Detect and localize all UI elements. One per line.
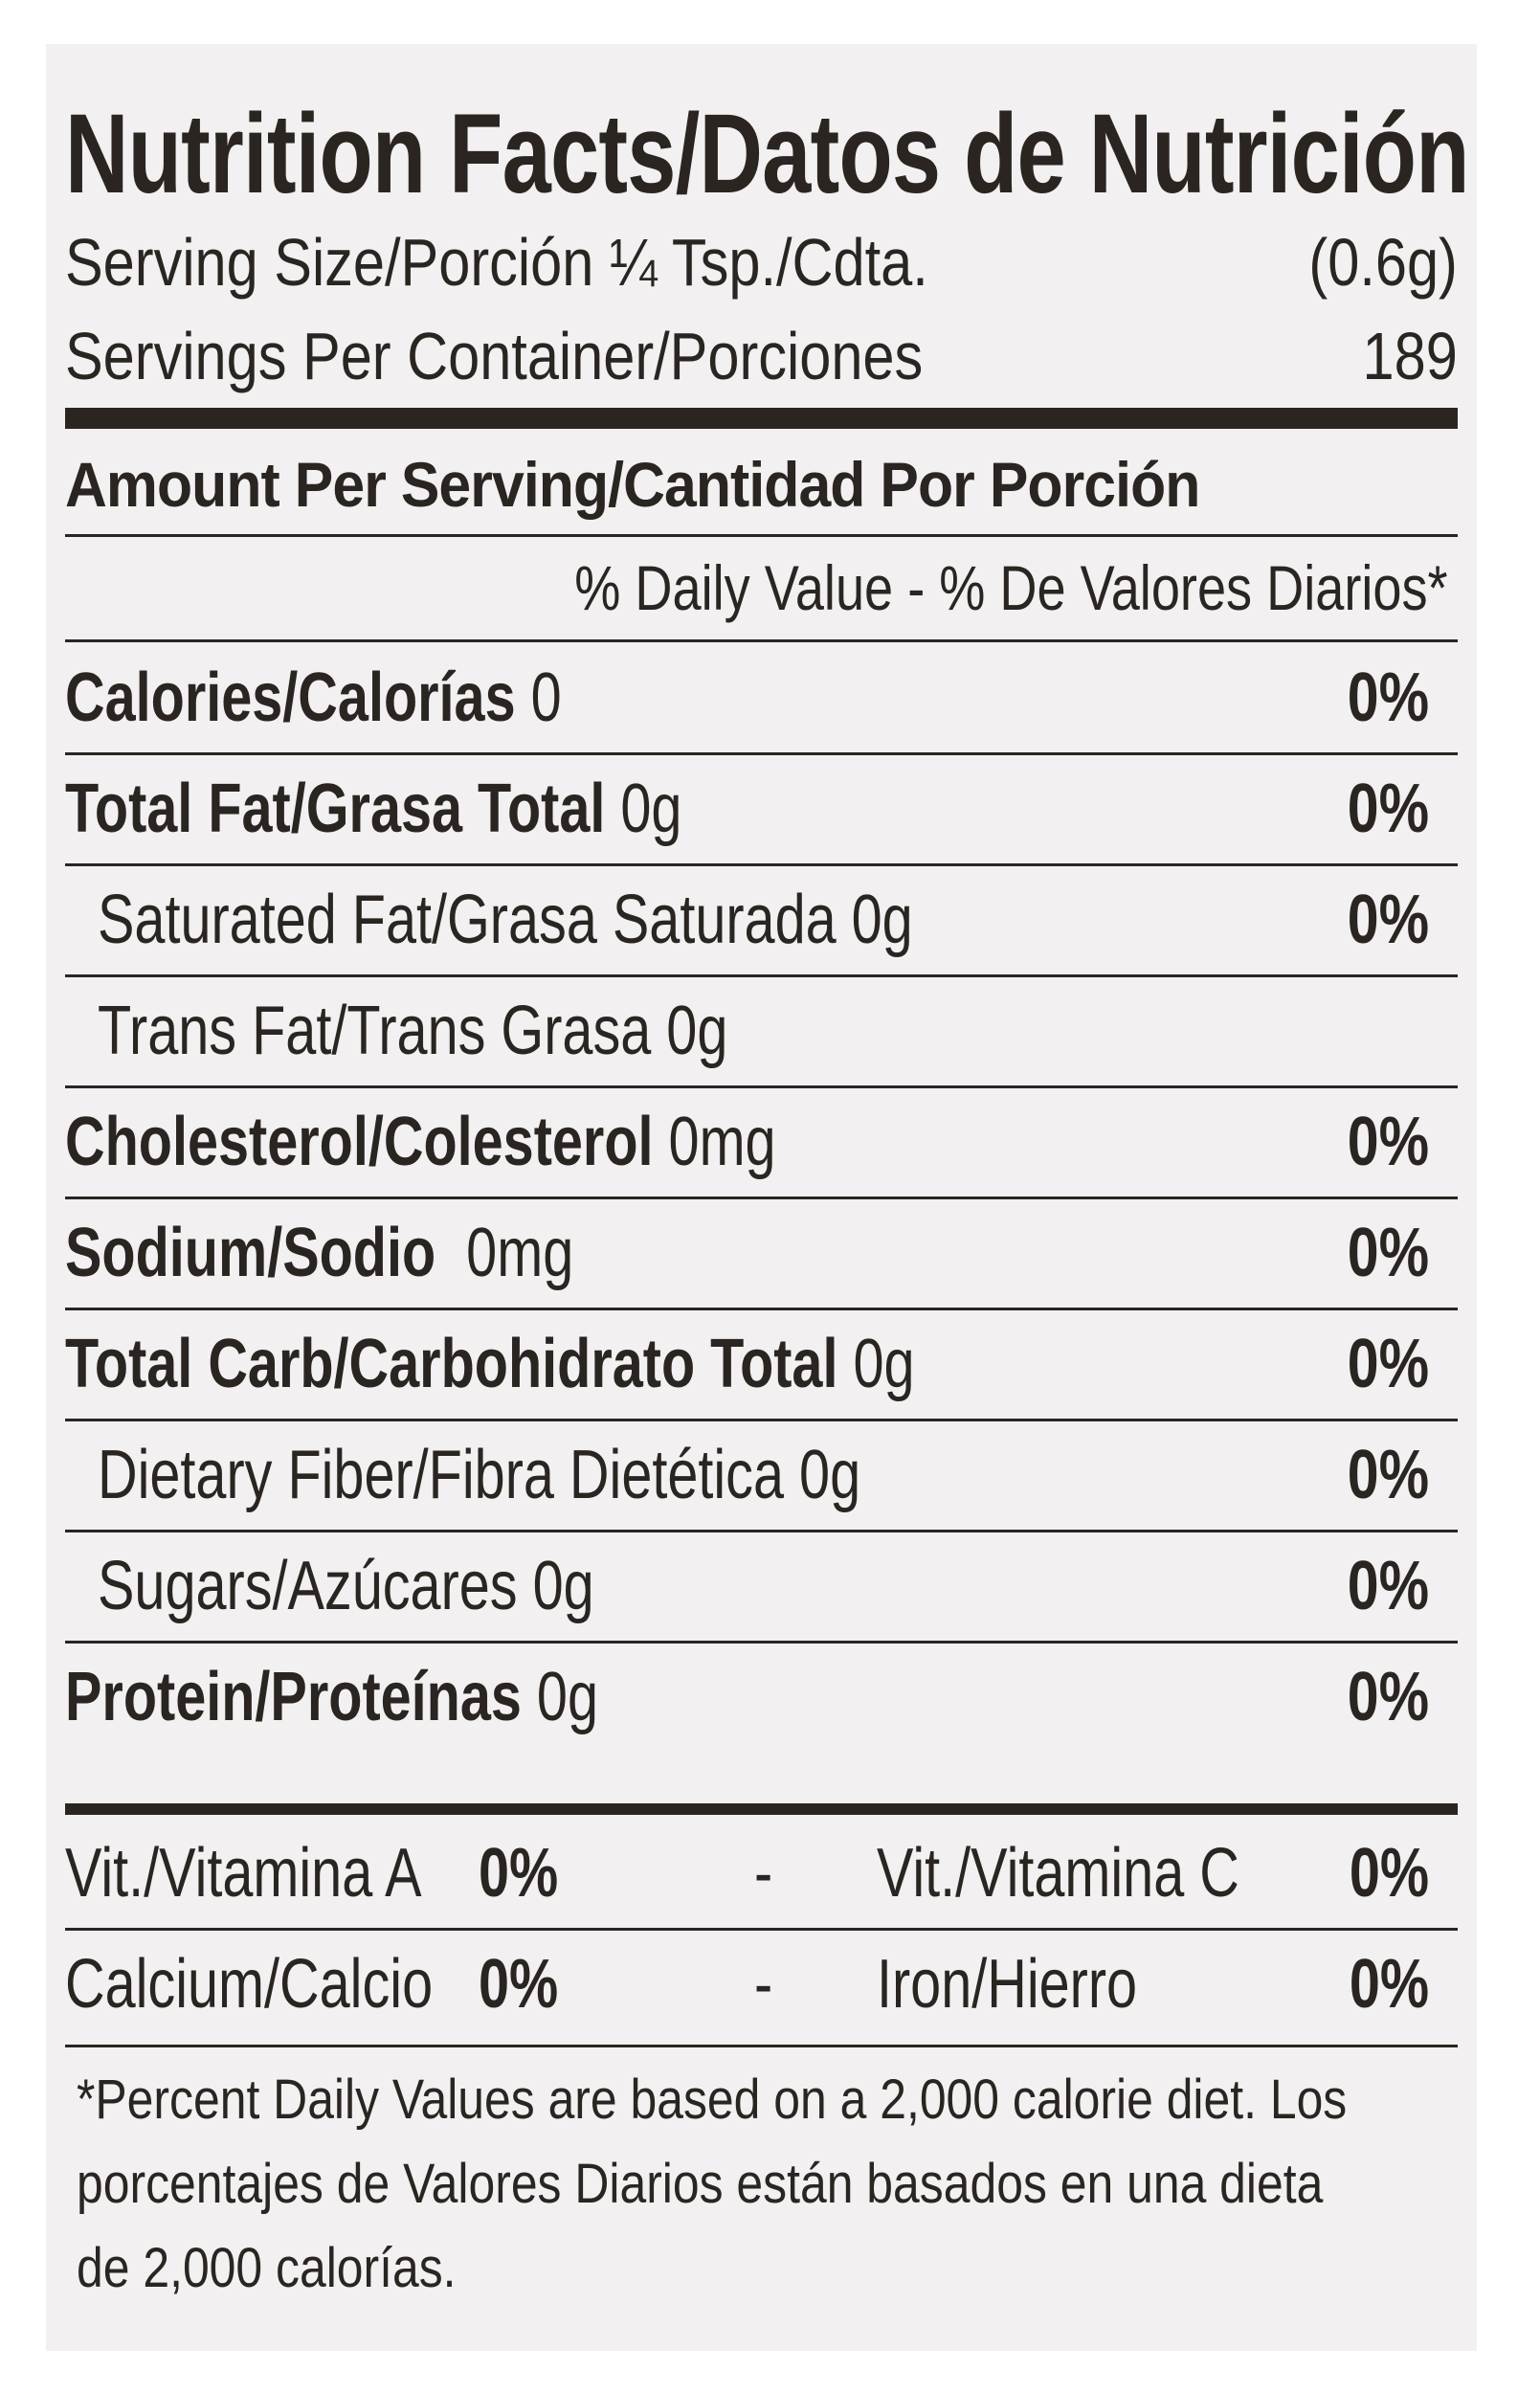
nutrient-amount: 0g xyxy=(784,1437,861,1513)
nutrient-label: Cholesterol/Colesterol 0mg xyxy=(65,1103,776,1181)
nutrient-row: Sodium/Sodio 0mg 0% xyxy=(65,1200,1458,1306)
divider xyxy=(65,1196,1458,1199)
vitamin-separator: - xyxy=(754,1835,773,1912)
vitamin-left-label: Vit./Vitamina A xyxy=(65,1835,422,1912)
nutrient-daily-value: 0% xyxy=(1347,1215,1429,1291)
nutrient-label: Protein/Proteínas 0g xyxy=(65,1658,598,1736)
footnote-line-2: porcentajes de Valores Diarios están bas… xyxy=(77,2153,1324,2215)
divider xyxy=(65,974,1458,977)
divider xyxy=(65,2045,1458,2047)
nutrition-label: Nutrition Facts/Datos de Nutrición Servi… xyxy=(46,44,1477,2351)
nutrient-amount: 0g xyxy=(517,1548,594,1624)
vitamin-right-value: 0% xyxy=(1349,1835,1429,1912)
nutrient-row: Total Carb/Carbohidrato Total 0g 0% xyxy=(65,1311,1458,1417)
divider xyxy=(65,639,1458,642)
nutrient-amount: 0mg xyxy=(653,1104,776,1180)
servings-per-container-row: Servings Per Container/Porciones 189 xyxy=(65,314,1458,398)
amount-per-serving-row: Amount Per Serving/Cantidad Por Porción xyxy=(65,436,1458,532)
vitamin-right-label: Vit./Vitamina C xyxy=(877,1835,1239,1912)
nutrient-daily-value: 0% xyxy=(1347,1659,1429,1735)
nutrient-daily-value: 0% xyxy=(1347,1548,1429,1624)
nutrient-daily-value: 0% xyxy=(1347,1326,1429,1402)
daily-value-heading-row: % Daily Value - % De Valores Diarios* xyxy=(65,540,1458,636)
label-title: Nutrition Facts/Datos de Nutrición xyxy=(65,91,1469,217)
medium-divider xyxy=(65,1803,1458,1815)
vitamin-left-label: Calcium/Calcio xyxy=(65,1946,434,2023)
nutrient-amount: 0g xyxy=(521,1659,598,1735)
thick-divider xyxy=(65,408,1458,429)
vitamin-right-value: 0% xyxy=(1349,1946,1429,2023)
nutrient-name: Total Carb/Carbohidrato Total xyxy=(65,1326,838,1402)
nutrient-row: Total Fat/Grasa Total 0g 0% xyxy=(65,756,1458,861)
serving-size-value: (0.6g) xyxy=(1308,225,1458,300)
nutrient-name: Sodium/Sodio xyxy=(65,1215,436,1291)
nutrient-name: Protein/Proteínas xyxy=(65,1659,522,1735)
divider xyxy=(65,1308,1458,1310)
nutrient-daily-value: 0% xyxy=(1347,660,1429,736)
vitamin-left-value: 0% xyxy=(479,1946,559,2023)
vitamin-left-value: 0% xyxy=(479,1835,559,1912)
nutrient-name: Trans Fat/Trans Grasa xyxy=(98,993,652,1069)
nutrient-row: Trans Fat/Trans Grasa 0g xyxy=(65,978,1458,1084)
label-title-row: Nutrition Facts/Datos de Nutrición xyxy=(65,91,1469,217)
nutrient-name: Cholesterol/Colesterol xyxy=(65,1104,654,1180)
nutrient-row: Calories/Calorías 0 0% xyxy=(65,645,1458,750)
nutrient-label: Total Carb/Carbohidrato Total 0g xyxy=(65,1325,915,1403)
nutrient-name: Total Fat/Grasa Total xyxy=(65,771,606,847)
serving-size-label: Serving Size/Porción ¼ Tsp./Cdta. xyxy=(65,225,928,300)
divider xyxy=(65,1085,1458,1088)
nutrient-amount: 0g xyxy=(837,1326,915,1402)
divider xyxy=(65,1641,1458,1644)
vitamin-right-label: Iron/Hierro xyxy=(877,1946,1138,2023)
nutrient-row: Protein/Proteínas 0g 0% xyxy=(65,1644,1458,1750)
nutrient-amount: 0g xyxy=(605,771,682,847)
nutrient-amount: 0g xyxy=(836,882,913,958)
nutrient-row: Saturated Fat/Grasa Saturada 0g 0% xyxy=(65,867,1458,973)
footnote: *Percent Daily Values are based on a 2,0… xyxy=(77,2058,1540,2311)
divider xyxy=(65,863,1458,866)
servings-per-container-label: Servings Per Container/Porciones xyxy=(65,319,924,393)
nutrient-label: Total Fat/Grasa Total 0g xyxy=(65,770,681,848)
nutrient-name: Sugars/Azúcares xyxy=(98,1548,518,1624)
divider xyxy=(65,1419,1458,1421)
footnote-line-1: *Percent Daily Values are based on a 2,0… xyxy=(77,2069,1348,2131)
nutrient-row: Cholesterol/Colesterol 0mg 0% xyxy=(65,1089,1458,1195)
nutrient-row: Dietary Fiber/Fibra Dietética 0g 0% xyxy=(65,1422,1458,1528)
divider xyxy=(65,1530,1458,1532)
servings-per-container-value: 189 xyxy=(1362,319,1458,393)
nutrient-daily-value: 0% xyxy=(1347,882,1429,958)
footnote-line-3: de 2,000 calorías. xyxy=(77,2237,457,2299)
nutrient-name: Dietary Fiber/Fibra Dietética xyxy=(98,1437,785,1513)
serving-size-row: Serving Size/Porción ¼ Tsp./Cdta. (0.6g) xyxy=(65,220,1458,304)
vitamin-row: Vit./Vitamina A 0% - Vit./Vitamina C 0% xyxy=(65,1821,1458,1926)
nutrient-daily-value: 0% xyxy=(1347,1437,1429,1513)
nutrient-label: Trans Fat/Trans Grasa 0g xyxy=(98,992,727,1070)
nutrient-name: Saturated Fat/Grasa Saturada xyxy=(98,882,837,958)
nutrient-label: Sugars/Azúcares 0g xyxy=(98,1547,594,1625)
daily-value-heading: % Daily Value - % De Valores Diarios* xyxy=(574,552,1448,623)
nutrient-name: Calories/Calorías xyxy=(65,660,516,736)
nutrient-label: Sodium/Sodio 0mg xyxy=(65,1214,573,1292)
nutrient-label: Saturated Fat/Grasa Saturada 0g xyxy=(98,881,913,959)
divider xyxy=(65,534,1458,537)
vitamin-row: Calcium/Calcio 0% - Iron/Hierro 0% xyxy=(65,1932,1458,2037)
nutrient-daily-value: 0% xyxy=(1347,1104,1429,1180)
amount-per-serving: Amount Per Serving/Cantidad Por Porción xyxy=(65,449,1200,520)
nutrient-label: Calories/Calorías 0 xyxy=(65,659,562,737)
divider xyxy=(65,1928,1458,1931)
nutrient-amount: 0mg xyxy=(435,1215,574,1291)
nutrient-label: Dietary Fiber/Fibra Dietética 0g xyxy=(98,1436,860,1514)
nutrient-row: Sugars/Azúcares 0g 0% xyxy=(65,1533,1458,1639)
nutrient-amount: 0 xyxy=(515,660,562,736)
divider xyxy=(65,752,1458,755)
nutrient-amount: 0g xyxy=(651,993,728,1069)
vitamin-separator: - xyxy=(754,1946,773,2023)
nutrient-daily-value: 0% xyxy=(1347,771,1429,847)
